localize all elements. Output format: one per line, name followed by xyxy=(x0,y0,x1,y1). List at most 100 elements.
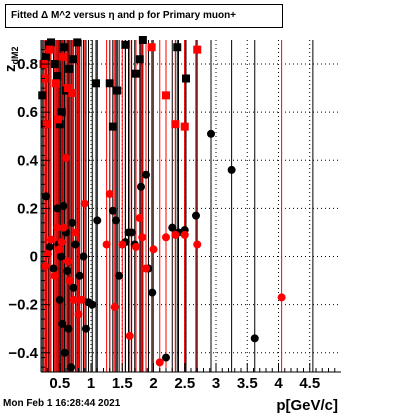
y-tick-label: 0.4 xyxy=(17,152,39,169)
data-point xyxy=(77,295,86,304)
data-point xyxy=(155,358,164,367)
data-point xyxy=(62,153,70,162)
data-point xyxy=(142,264,150,273)
data-point xyxy=(58,319,67,328)
data-point-square xyxy=(53,72,62,81)
x-axis-title: p[GeV/c] xyxy=(276,397,338,414)
data-point-square xyxy=(132,69,140,78)
x-tick-label: 0.5 xyxy=(49,375,70,392)
x-tick-label: 4 xyxy=(274,375,283,392)
data-point xyxy=(45,242,54,251)
data-point xyxy=(80,199,89,208)
data-point-square xyxy=(173,43,182,52)
data-point-square xyxy=(162,91,170,100)
x-tick-label: 1 xyxy=(87,375,95,392)
data-point xyxy=(47,235,55,244)
y-tick-label: 0 xyxy=(30,249,38,266)
x-tick-label: 1.5 xyxy=(112,375,133,392)
data-point xyxy=(41,262,50,271)
data-point xyxy=(65,276,74,285)
data-point xyxy=(171,230,180,239)
y-axis-title-main: z xyxy=(2,65,19,73)
data-point xyxy=(93,216,102,225)
data-point-square xyxy=(135,55,144,64)
data-point xyxy=(118,240,127,249)
timestamp-footer: Mon Feb 1 16:28:44 2021 xyxy=(3,398,121,409)
data-point xyxy=(112,216,120,225)
data-point-square xyxy=(47,38,55,47)
data-points xyxy=(38,36,286,372)
data-point xyxy=(162,233,170,242)
error-bars xyxy=(41,40,314,372)
data-point-square xyxy=(58,52,67,61)
data-point xyxy=(64,324,73,333)
data-point xyxy=(135,214,144,223)
data-point xyxy=(53,223,62,232)
data-point xyxy=(207,129,215,138)
data-point-square xyxy=(60,43,69,52)
data-point xyxy=(142,170,150,179)
data-point-square xyxy=(50,60,59,69)
data-point xyxy=(108,206,117,215)
data-point-square xyxy=(52,79,60,88)
data-point xyxy=(57,238,66,247)
data-point xyxy=(63,257,72,266)
data-point xyxy=(55,295,64,304)
x-tick-label: 4.5 xyxy=(299,375,320,392)
data-point-square xyxy=(42,120,51,129)
chart-title: Fitted Δ M^2 versus η and p for Primary … xyxy=(5,4,283,28)
data-point xyxy=(102,240,111,249)
data-point xyxy=(149,245,158,254)
y-tick-label: −0.4 xyxy=(8,345,38,362)
data-point-square xyxy=(73,38,82,47)
data-point-square xyxy=(138,36,147,44)
y-axis-title-subscript: dM2 xyxy=(10,47,20,65)
data-point xyxy=(148,288,157,297)
data-point xyxy=(71,240,80,249)
data-point xyxy=(75,271,84,280)
data-point xyxy=(180,230,189,239)
x-tick-label: 2 xyxy=(149,375,157,392)
data-point-square xyxy=(53,115,62,124)
data-point xyxy=(69,283,78,292)
data-point xyxy=(105,189,114,198)
data-point xyxy=(115,271,124,280)
data-point xyxy=(137,182,145,191)
data-point-square xyxy=(180,122,189,131)
data-point-square xyxy=(193,45,202,54)
y-tick-label: 0.6 xyxy=(17,104,38,121)
data-point-square xyxy=(63,84,72,93)
data-point xyxy=(110,303,119,312)
data-point-square xyxy=(147,43,156,52)
data-point xyxy=(162,353,170,362)
data-point xyxy=(69,295,78,304)
data-point xyxy=(63,266,72,275)
y-tick-label: 0.2 xyxy=(17,200,38,217)
y-tick-label: −0.2 xyxy=(8,297,38,314)
data-point-square xyxy=(171,120,180,129)
data-point xyxy=(227,165,236,174)
data-point xyxy=(127,228,136,237)
data-point xyxy=(132,242,140,251)
data-point xyxy=(74,310,83,319)
data-point xyxy=(88,300,97,309)
x-tick-label: 2.5 xyxy=(174,375,195,392)
data-point-square xyxy=(42,52,50,61)
data-point xyxy=(72,228,80,237)
data-point xyxy=(79,252,88,261)
data-point-square xyxy=(182,74,190,83)
data-point xyxy=(277,293,286,302)
data-point xyxy=(53,204,62,213)
data-point xyxy=(250,334,259,343)
data-point xyxy=(59,202,68,210)
data-point-square xyxy=(68,88,77,97)
data-point xyxy=(55,245,64,254)
data-point xyxy=(49,264,58,273)
data-point xyxy=(60,348,69,357)
data-point xyxy=(138,233,147,242)
axes: 0.5 1 1.5 2 2.5 3 3.5 4 4.5 −0.4 −0.2 0 0.2 0.4 0.6 0.8 xyxy=(8,40,341,392)
data-point xyxy=(67,363,75,372)
data-point xyxy=(57,252,65,261)
data-point-square xyxy=(121,40,130,49)
